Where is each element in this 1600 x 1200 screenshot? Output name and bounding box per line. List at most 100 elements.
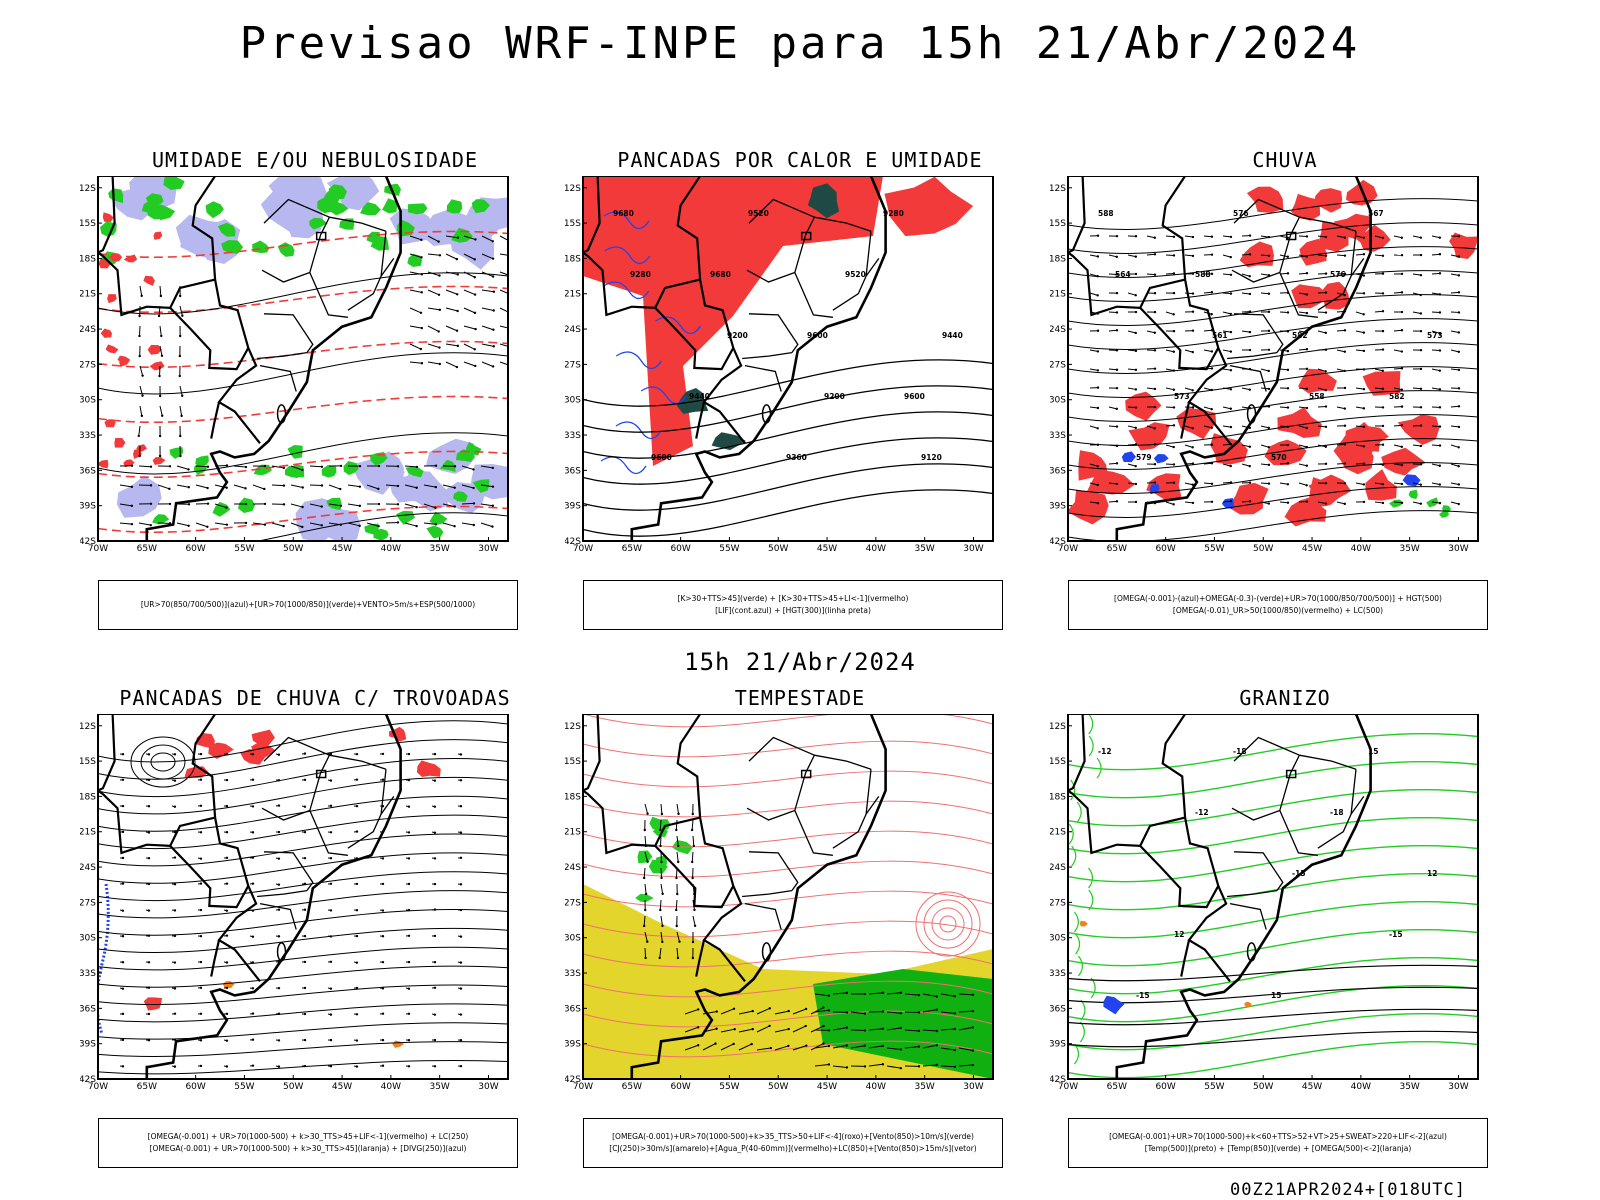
- wind-vector-head: [1134, 310, 1138, 314]
- wind-vector: [1374, 254, 1384, 257]
- wind-vector-head: [396, 503, 400, 506]
- state-border: [794, 810, 833, 856]
- wind-vector-head: [491, 466, 495, 470]
- wind-vector: [792, 1008, 807, 1015]
- wind-vector-head: [456, 236, 460, 239]
- contour-label: 588: [1098, 209, 1114, 218]
- wind-vector: [940, 1047, 955, 1051]
- humidity-lower-area: [429, 511, 448, 525]
- wind-vector-head: [1153, 427, 1156, 430]
- wind-vector-head: [121, 1065, 125, 1068]
- wind-vector-head: [147, 805, 151, 808]
- wind-vector: [1355, 349, 1365, 352]
- lagoon: [761, 404, 772, 424]
- wind-vector-head: [1267, 463, 1271, 467]
- wind-vector: [1336, 406, 1345, 410]
- wind-vector-head: [1419, 348, 1423, 352]
- wind-vector-head: [147, 1039, 151, 1042]
- wind-vector-head: [1191, 292, 1195, 295]
- wind-vector: [461, 465, 474, 470]
- temp-850-contour: [1075, 933, 1081, 955]
- wind-vector: [427, 289, 440, 296]
- wind-vector-head: [696, 1044, 700, 1047]
- wind-vector-head: [1210, 462, 1214, 465]
- wind-vector-head: [1343, 293, 1346, 297]
- humidity-lower-area: [453, 491, 468, 502]
- wind-vector-head: [677, 844, 680, 848]
- wind-vector: [119, 484, 132, 488]
- wind-vector-head: [971, 1009, 975, 1013]
- wind-vector-head: [282, 524, 285, 528]
- wind-vector-head: [199, 986, 203, 989]
- wind-vector-head: [329, 779, 333, 782]
- wind-vector: [463, 271, 476, 278]
- wind-vector: [886, 992, 901, 995]
- wind-vector: [176, 522, 189, 527]
- wind-vector: [385, 484, 399, 487]
- wind-vector-head: [473, 258, 476, 261]
- rain-area: [1362, 371, 1401, 396]
- wind-vector: [1146, 443, 1156, 446]
- wind-vector-head: [381, 1064, 385, 1067]
- wind-vector-head: [1419, 312, 1423, 315]
- state-border: [1227, 889, 1277, 898]
- wind-vector: [1336, 368, 1345, 372]
- wind-vector-head: [1381, 424, 1385, 428]
- humidity-lower-area: [343, 461, 359, 475]
- wind-vector-head: [168, 487, 171, 491]
- state-border: [259, 902, 297, 930]
- lon-tick-label: 60W: [670, 1082, 690, 1092]
- wind-vector: [409, 343, 422, 350]
- wind-vector: [1222, 311, 1231, 315]
- humidity-lower-area: [471, 199, 490, 214]
- country-border: [582, 789, 701, 855]
- humidity-lower-area: [237, 497, 255, 513]
- wind-vector-head: [1305, 311, 1309, 315]
- wind-vector-head: [263, 523, 267, 526]
- wind-vector-head: [1134, 255, 1138, 258]
- contour-line: [98, 450, 508, 479]
- wind-vector: [1298, 348, 1308, 351]
- streamline: [583, 714, 993, 728]
- wind-vector: [1108, 254, 1117, 258]
- humidity-lower-area: [252, 240, 270, 253]
- humidity-lower-area: [169, 447, 184, 459]
- wind-vector-head: [407, 882, 411, 886]
- contour-label: 15: [1271, 991, 1281, 1000]
- wind-vector-head: [277, 1039, 281, 1042]
- lagoon: [276, 942, 287, 962]
- humidity-lower-area: [309, 217, 328, 230]
- wind-vector-head: [1286, 501, 1290, 504]
- map-pancadas-calor[interactable]: 9680968096009600960095209520944094409360…: [565, 176, 1035, 571]
- state-border: [814, 216, 872, 232]
- wind-vector-head: [1134, 482, 1138, 486]
- wind-vector-head: [251, 805, 255, 808]
- wind-vector-head: [768, 1024, 771, 1028]
- contour-line: [1068, 366, 1478, 398]
- wind-vector-head: [1362, 274, 1366, 277]
- red-area: [114, 438, 126, 448]
- map-granizo[interactable]: -12-12-15-15-15-18-181212151512S15S18S21…: [1050, 714, 1520, 1109]
- contour-line: [1068, 342, 1478, 374]
- lat-tick-label: 27S: [1050, 360, 1066, 370]
- wind-vector-head: [1096, 369, 1100, 372]
- wind-vector-head: [1210, 367, 1214, 370]
- contour-line: [98, 890, 508, 919]
- temp-850-contour: [1071, 845, 1077, 867]
- country-border: [582, 251, 701, 317]
- wind-vector-head: [381, 960, 385, 964]
- state-border: [814, 754, 872, 770]
- lon-tick-label: 40W: [381, 544, 401, 554]
- wind-vector-head: [433, 752, 437, 756]
- map-chuva[interactable]: 5885885825825795765765735735705675645615…: [1050, 176, 1520, 571]
- wind-vector: [423, 503, 436, 509]
- lon-tick-label: 70W: [88, 544, 108, 554]
- wind-vector: [720, 1008, 735, 1015]
- state-border: [1317, 813, 1352, 849]
- lon-tick-label: 50W: [283, 544, 303, 554]
